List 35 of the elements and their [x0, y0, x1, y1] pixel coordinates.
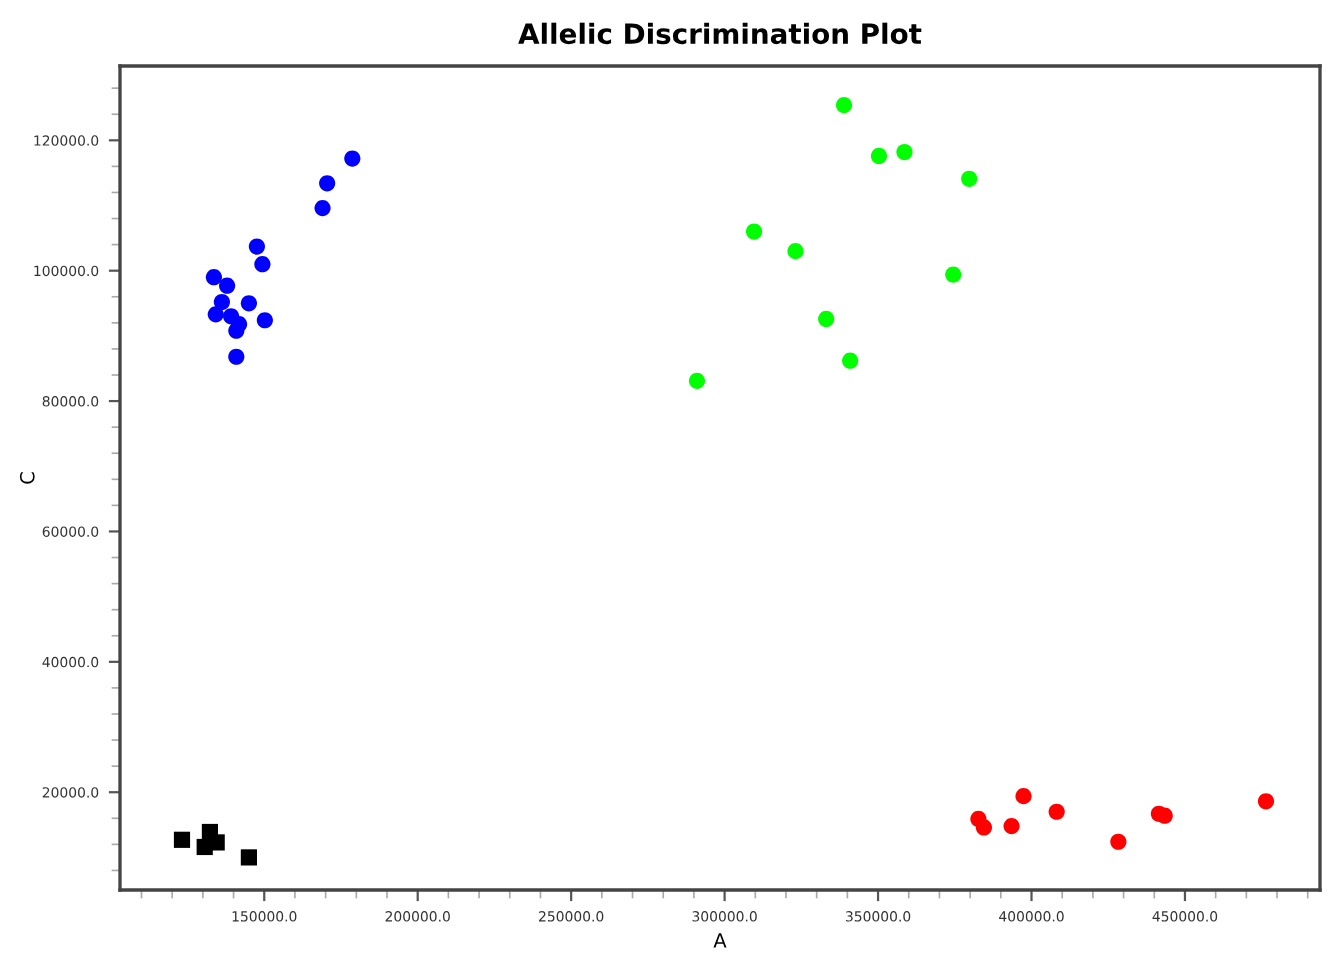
point — [961, 170, 978, 187]
point — [213, 293, 230, 311]
point — [842, 352, 859, 369]
point — [745, 223, 763, 240]
point — [240, 849, 257, 866]
point — [1110, 833, 1127, 850]
point — [1003, 818, 1020, 835]
point — [240, 295, 257, 312]
point — [248, 238, 265, 255]
point — [314, 200, 331, 217]
point — [688, 372, 706, 389]
point — [870, 147, 888, 165]
y-axis-title: C — [19, 472, 35, 484]
point — [975, 819, 993, 836]
point — [219, 277, 236, 294]
point — [1156, 807, 1173, 824]
point — [787, 243, 804, 260]
point — [835, 97, 853, 114]
point — [256, 312, 273, 329]
point — [344, 150, 361, 167]
point — [896, 143, 913, 161]
point — [1015, 788, 1032, 805]
point — [173, 831, 191, 848]
point — [945, 266, 962, 283]
point — [228, 322, 245, 339]
point — [319, 175, 336, 192]
point — [207, 306, 224, 323]
point — [818, 310, 835, 328]
point — [1048, 803, 1065, 820]
x-axis-title: A — [713, 933, 727, 948]
point — [1257, 793, 1275, 810]
point — [228, 348, 245, 365]
point — [254, 256, 271, 273]
chart-title: Allelic Discrimination Plot — [518, 22, 922, 45]
point — [205, 269, 223, 286]
